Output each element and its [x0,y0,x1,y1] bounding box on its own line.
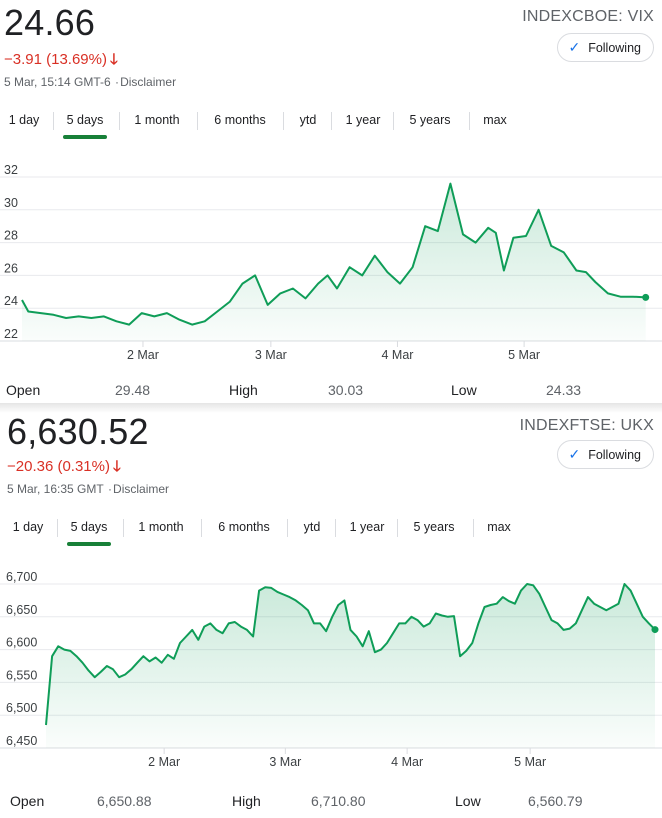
stats-row: Open 29.48 High 30.03 Low 24.33 [0,382,662,404]
series-line [45,583,656,726]
following-label: Following [588,40,641,55]
tab-1-day[interactable]: 1 day [12,520,44,534]
last-value-marker [651,626,659,634]
y-tick-label: 6,550 [6,668,37,682]
y-tick-label: 26 [4,261,18,275]
tab-1-month[interactable]: 1 month [138,520,184,534]
tab-separator [197,112,198,130]
disclaimer-link[interactable]: Disclaimer [120,75,177,89]
check-icon: ✓ [568,446,581,462]
y-tick-label: 32 [4,163,18,177]
tab-5-days[interactable]: 5 days [62,104,108,139]
ticker-label: INDEXCBOE: VIX [522,8,654,25]
x-tick-label: 4 Mar [391,755,423,769]
ftse-chart: 6,450 6,500 6,550 6,600 6,650 6,700 2 Mar 3 Mar… [0,570,662,769]
tab-ytd[interactable]: ytd [303,520,321,534]
y-tick-label: 24 [4,294,18,308]
vix-chart: 22 24 26 28 30 32 2 Mar 3 Mar 4 Mar 5 Mar [0,163,662,362]
open-label: Open [6,382,41,398]
tab-separator [331,112,332,130]
tab-separator [469,112,470,130]
arrow-down-icon: 🡓 [113,458,121,475]
timestamp: 5 Mar, 16:35 GMT [7,482,104,496]
x-tick-label: 2 Mar [148,755,180,769]
tab-6-months[interactable]: 6 months [214,113,266,127]
tab-separator [123,519,124,537]
tab-6-months[interactable]: 6 months [218,520,270,534]
y-tick-label: 28 [4,229,18,243]
tab-5-years[interactable]: 5 years [409,113,451,127]
change-text: −3.91 (13.69%) [4,51,107,68]
price-value: 6,630.52 [7,411,149,452]
tab-separator [287,519,288,537]
tab-1-day[interactable]: 1 day [8,113,40,127]
tab-separator [201,519,202,537]
x-tick-label: 2 Mar [127,348,159,362]
y-tick-label: 6,650 [6,603,37,617]
panel-divider [0,403,662,413]
y-tick-label: 6,450 [6,734,37,748]
low-value: 24.33 [546,382,582,398]
open-value: 29.48 [115,382,151,398]
open-value: 6,650.88 [97,793,152,809]
check-icon: ✓ [568,39,581,55]
x-tick-label: 5 Mar [514,755,546,769]
tab-separator [53,112,54,130]
open-label: Open [10,793,45,809]
high-label: High [229,382,258,398]
y-tick-label: 30 [4,196,18,210]
price-value: 24.66 [4,2,96,43]
tab-1-year[interactable]: 1 year [349,520,385,534]
arrow-down-icon: 🡓 [110,51,118,68]
high-value: 30.03 [328,382,364,398]
y-tick-label: 22 [4,327,18,341]
x-tick-label: 3 Mar [255,348,287,362]
timestamp-line: 5 Mar, 15:14 GMT-6 ·Disclaimer [4,75,177,89]
following-button[interactable]: ✓ Following [557,440,654,469]
low-label: Low [455,793,481,809]
y-tick-label: 6,500 [6,701,37,715]
range-tabs: 1 day 5 days 1 month 6 months ytd 1 year 5 yea… [4,511,544,547]
following-label: Following [588,447,641,462]
series-area [46,584,655,748]
price-change: −20.36 (0.31%) 🡓 [7,456,121,481]
tab-5-days[interactable]: 5 days [66,511,112,546]
series-area [22,183,646,341]
change-text: −20.36 (0.31%) [7,458,110,475]
low-value: 6,560.79 [528,793,583,809]
tab-ytd[interactable]: ytd [299,113,317,127]
tab-separator [57,519,58,537]
tab-separator [473,519,474,537]
tab-5-years[interactable]: 5 years [413,520,455,534]
following-button[interactable]: ✓ Following [557,33,654,62]
x-tick-label: 4 Mar [382,348,414,362]
ftse-panel: 6,630.52 INDEXFTSE: UKX ✓ Following −20.… [0,409,662,818]
disclaimer-link[interactable]: Disclaimer [113,482,170,496]
tab-separator [335,519,336,537]
ticker-label: INDEXFTSE: UKX [519,417,654,434]
y-tick-label: 6,700 [6,570,37,584]
last-value-marker [642,293,650,301]
tab-max[interactable]: max [487,520,511,534]
tab-1-year[interactable]: 1 year [345,113,381,127]
x-tick-label: 3 Mar [269,755,301,769]
tab-separator [393,112,394,130]
low-label: Low [451,382,477,398]
timestamp: 5 Mar, 15:14 GMT-6 [4,75,111,89]
x-tick-label: 5 Mar [508,348,540,362]
high-value: 6,710.80 [311,793,366,809]
price-change: −3.91 (13.69%) 🡓 [4,49,118,74]
tab-1-month[interactable]: 1 month [134,113,180,127]
tab-separator [283,112,284,130]
timestamp-line: 5 Mar, 16:35 GMT ·Disclaimer [7,482,170,496]
range-tabs: 1 day 5 days 1 month 6 months ytd 1 year 5 yea… [0,104,540,140]
stats-row: Open 6,650.88 High 6,710.80 Low 6,560.79 [0,793,662,815]
y-tick-label: 6,600 [6,636,37,650]
tab-max[interactable]: max [483,113,507,127]
tab-separator [397,519,398,537]
series-line [21,182,646,326]
tab-separator [119,112,120,130]
high-label: High [232,793,261,809]
vix-panel: 24.66 INDEXCBOE: VIX ✓ Following −3.91 (… [0,2,662,404]
